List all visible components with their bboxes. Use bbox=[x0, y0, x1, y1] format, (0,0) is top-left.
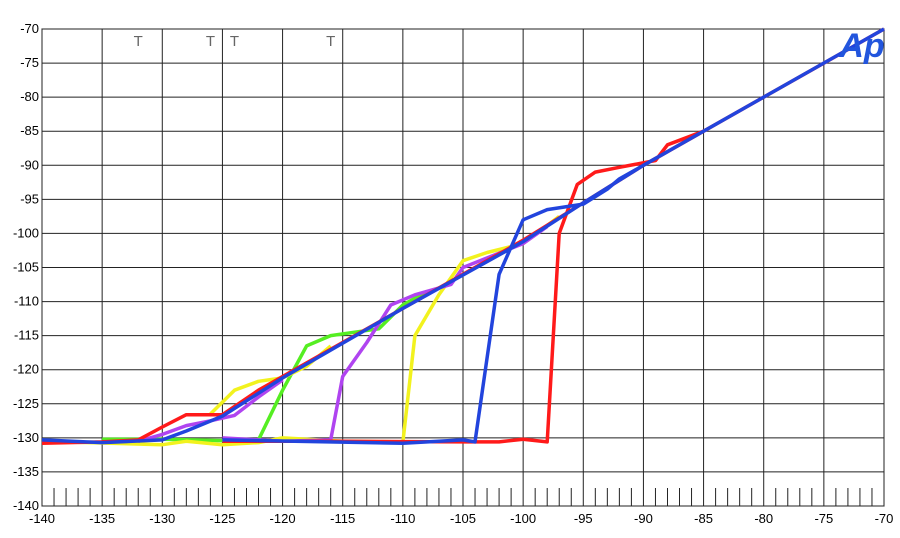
x-tick-label: -115 bbox=[330, 511, 355, 526]
annotation: T bbox=[134, 33, 143, 50]
x-tick-label: -95 bbox=[574, 511, 593, 526]
y-tick-label: -120 bbox=[13, 362, 39, 377]
y-tick-label: -130 bbox=[13, 430, 39, 445]
series-line bbox=[102, 289, 428, 443]
x-tick-label: -75 bbox=[814, 511, 833, 526]
x-tick-label: -90 bbox=[634, 511, 653, 526]
y-tick-label: -100 bbox=[13, 225, 39, 240]
x-tick-label: -135 bbox=[89, 511, 115, 526]
y-tick-label: -90 bbox=[20, 157, 39, 172]
y-tick-label: -140 bbox=[13, 498, 39, 513]
y-tick-label: -125 bbox=[13, 396, 39, 411]
x-tick-label: -80 bbox=[754, 511, 773, 526]
x-tick-label: -120 bbox=[270, 511, 296, 526]
y-tick-label: -95 bbox=[20, 191, 39, 206]
x-tick-label: -100 bbox=[510, 511, 536, 526]
x-tick-label: -140 bbox=[29, 511, 55, 526]
annotation: T bbox=[230, 33, 239, 50]
x-tick-label: -110 bbox=[390, 511, 415, 526]
x-tick-label: -125 bbox=[209, 511, 235, 526]
y-tick-label: -115 bbox=[14, 328, 39, 343]
x-tick-label: -70 bbox=[875, 511, 894, 526]
y-tick-label: -85 bbox=[20, 123, 39, 138]
annotation: T bbox=[326, 33, 335, 50]
series-line bbox=[41, 27, 885, 446]
x-tick-label: -105 bbox=[450, 511, 476, 526]
y-tick-label: -135 bbox=[13, 464, 39, 479]
y-tick-label: -75 bbox=[20, 55, 39, 70]
y-tick-label: -70 bbox=[20, 21, 39, 36]
x-tick-label: -130 bbox=[149, 511, 175, 526]
annotation: T bbox=[206, 33, 215, 50]
y-tick-label: -80 bbox=[20, 89, 39, 104]
x-tick-label: -85 bbox=[694, 511, 713, 526]
y-tick-label: -110 bbox=[14, 294, 39, 309]
logo: Ap bbox=[838, 27, 884, 65]
y-tick-label: -105 bbox=[13, 260, 39, 275]
